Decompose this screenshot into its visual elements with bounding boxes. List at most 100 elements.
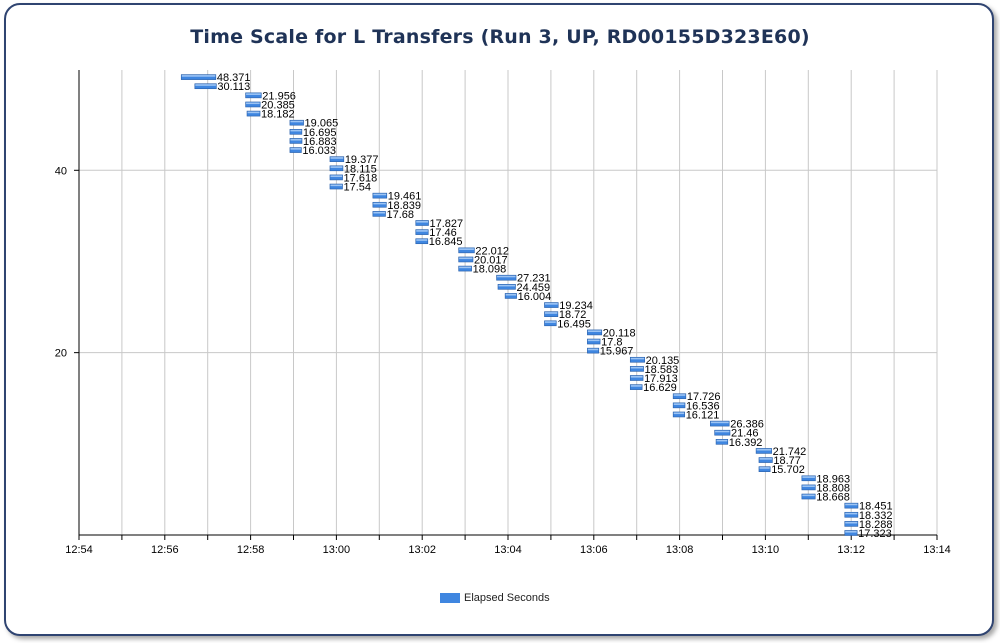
elapsed-bar-highlight xyxy=(247,111,260,114)
elapsed-bar-highlight xyxy=(330,157,344,159)
elapsed-bar xyxy=(544,302,559,308)
elapsed-bar-highlight xyxy=(290,148,301,150)
elapsed-bar-highlight xyxy=(759,458,772,460)
x-tick-label: 13:00 xyxy=(323,544,351,556)
bar-value-label: 16.536 xyxy=(686,400,720,412)
chart-title: Time Scale for L Transfers (Run 3, UP, R… xyxy=(190,26,810,48)
elapsed-bar-highlight xyxy=(459,248,474,250)
elapsed-bar xyxy=(329,156,345,162)
bar-value-label: 20.017 xyxy=(474,254,508,266)
elapsed-bar-highlight xyxy=(330,184,343,187)
bar-value-label: 16.495 xyxy=(557,318,591,330)
elapsed-bar-highlight xyxy=(587,330,602,333)
elapsed-bar-highlight xyxy=(373,202,386,205)
bar-value-label: 17.618 xyxy=(344,172,378,184)
elapsed-bar-highlight xyxy=(416,230,428,232)
elapsed-bar-highlight xyxy=(544,303,558,305)
elapsed-bar xyxy=(758,457,773,463)
elapsed-bar xyxy=(714,429,731,436)
bar-value-label: 16.033 xyxy=(302,145,336,157)
x-tick-label: 12:58 xyxy=(237,544,265,556)
bar-value-label: 18.963 xyxy=(816,473,850,485)
x-tick-label: 12:56 xyxy=(151,544,179,556)
bar-value-label: 48.371 xyxy=(217,72,251,84)
elapsed-bar xyxy=(758,466,771,472)
elapsed-bar xyxy=(672,393,687,400)
elapsed-bar-highlight xyxy=(416,221,429,223)
elapsed-bar-highlight xyxy=(290,120,304,123)
elapsed-bar xyxy=(587,338,601,345)
bar-value-label: 16.121 xyxy=(686,409,720,421)
bar-value-label: 19.234 xyxy=(559,300,593,312)
bar-value-label: 20.135 xyxy=(646,355,680,367)
elapsed-bar xyxy=(801,484,816,491)
bar-value-label: 18.808 xyxy=(816,482,850,494)
bar-value-label: 17.46 xyxy=(429,227,457,239)
bar-value-label: 18.72 xyxy=(559,309,587,321)
bar-value-label: 17.726 xyxy=(687,391,721,403)
bar-value-label: 17.323 xyxy=(858,528,892,540)
elapsed-bar xyxy=(755,448,772,454)
x-tick-label: 13:02 xyxy=(408,544,436,556)
elapsed-bar xyxy=(710,420,730,427)
elapsed-bar xyxy=(844,530,858,536)
elapsed-bar-highlight xyxy=(498,284,515,287)
elapsed-bar-highlight xyxy=(845,521,858,524)
elapsed-bar xyxy=(844,502,859,509)
bar-value-label: 16.629 xyxy=(643,382,677,394)
elapsed-bar-highlight xyxy=(716,439,728,442)
chart-frame xyxy=(4,3,994,636)
elapsed-bar-highlight xyxy=(630,376,643,378)
elapsed-bar xyxy=(801,475,816,482)
elapsed-bar-highlight xyxy=(181,75,216,77)
elapsed-bar-highlight xyxy=(759,467,770,469)
elapsed-bar xyxy=(587,347,600,354)
bar-value-label: 19.065 xyxy=(305,118,339,130)
elapsed-bar xyxy=(544,311,559,317)
bar-value-label: 18.288 xyxy=(859,519,893,531)
elapsed-bar-highlight xyxy=(373,193,387,196)
bar-value-label: 24.459 xyxy=(516,282,550,294)
x-tick-label: 12:54 xyxy=(65,544,93,556)
bar-value-label: 20.385 xyxy=(261,99,295,111)
elapsed-bar xyxy=(415,229,429,235)
elapsed-bar-highlight xyxy=(330,166,343,168)
legend: Elapsed Seconds xyxy=(440,592,550,606)
elapsed-bar xyxy=(504,293,517,299)
elapsed-bar xyxy=(715,439,729,445)
elapsed-bar xyxy=(544,320,557,327)
bar-value-label: 22.012 xyxy=(475,245,509,257)
elapsed-bar xyxy=(844,521,859,527)
elapsed-bar-highlight xyxy=(845,512,858,515)
elapsed-bar-highlight xyxy=(673,412,685,415)
bar-value-label: 17.68 xyxy=(387,209,415,221)
elapsed-bar xyxy=(629,356,645,363)
bar-value-label: 18.583 xyxy=(645,364,679,376)
elapsed-bar-highlight xyxy=(587,348,599,351)
bar-value-label: 21.46 xyxy=(731,428,759,440)
elapsed-bar xyxy=(194,83,217,90)
elapsed-bar-highlight xyxy=(587,339,600,342)
elapsed-bar xyxy=(496,274,517,281)
bar-value-label: 16.392 xyxy=(729,437,763,449)
elapsed-bar xyxy=(629,384,643,390)
elapsed-bar xyxy=(329,165,344,172)
bar-value-label: 16.883 xyxy=(303,136,337,148)
elapsed-bar-highlight xyxy=(802,476,815,478)
elapsed-bar-highlight xyxy=(802,494,815,497)
elapsed-bar xyxy=(372,192,388,199)
bar-value-label: 18.668 xyxy=(816,492,850,504)
elapsed-bar-highlight xyxy=(544,312,558,314)
bar-value-label: 20.118 xyxy=(603,327,636,339)
elapsed-bar xyxy=(246,110,261,117)
bar-value-label: 17.8 xyxy=(601,337,622,349)
bar-value-label: 27.231 xyxy=(517,273,551,285)
elapsed-bar-highlight xyxy=(544,321,556,323)
bar-value-label: 17.827 xyxy=(430,218,464,230)
elapsed-bar-highlight xyxy=(246,102,260,105)
elapsed-bar-highlight xyxy=(710,421,729,424)
elapsed-bar-highlight xyxy=(459,257,473,260)
elapsed-bar-highlight xyxy=(845,503,858,506)
elapsed-bar xyxy=(629,375,644,381)
x-tick-label: 13:06 xyxy=(580,544,608,556)
